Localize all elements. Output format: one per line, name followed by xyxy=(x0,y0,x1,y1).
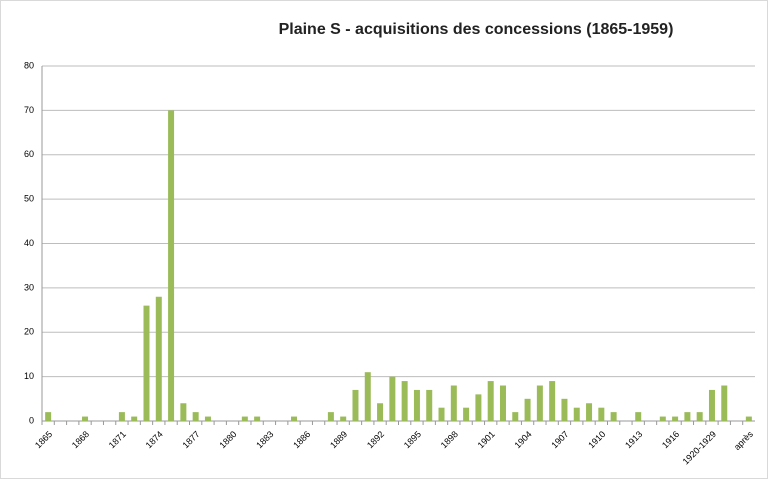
bar xyxy=(721,385,728,421)
bar xyxy=(610,412,617,421)
bar xyxy=(586,403,593,421)
bar xyxy=(118,412,125,421)
bar xyxy=(82,416,89,421)
bar xyxy=(180,403,187,421)
bar xyxy=(684,412,691,421)
bar xyxy=(549,381,556,421)
bar xyxy=(598,407,605,421)
bar xyxy=(524,398,531,421)
bar xyxy=(536,385,543,421)
bar xyxy=(377,403,384,421)
bar xyxy=(241,416,248,421)
bar xyxy=(352,389,359,421)
y-tick-label: 10 xyxy=(24,371,34,381)
bar xyxy=(192,412,199,421)
bar xyxy=(499,385,506,421)
bar xyxy=(463,407,470,421)
y-tick-label: 60 xyxy=(24,149,34,159)
bar xyxy=(155,296,162,421)
y-tick-label: 30 xyxy=(24,282,34,292)
bar xyxy=(389,376,396,421)
bar xyxy=(364,372,371,421)
y-tick-label: 70 xyxy=(24,105,34,115)
bar xyxy=(254,416,261,421)
y-tick-label: 80 xyxy=(24,60,34,70)
y-tick-label: 20 xyxy=(24,327,34,337)
bar xyxy=(204,416,211,421)
bar xyxy=(291,416,298,421)
bar xyxy=(512,412,519,421)
bar xyxy=(413,389,420,421)
bar xyxy=(143,305,150,421)
bar xyxy=(475,394,482,421)
bar xyxy=(672,416,679,421)
chart-title: Plaine S - acquisitions des concessions … xyxy=(279,21,674,38)
bar xyxy=(708,389,715,421)
y-tick-label: 50 xyxy=(24,194,34,204)
bar xyxy=(426,389,433,421)
bar xyxy=(438,407,445,421)
bar xyxy=(573,407,580,421)
bar xyxy=(696,412,703,421)
bar xyxy=(659,416,666,421)
bar xyxy=(401,381,408,421)
bar xyxy=(745,416,752,421)
bar xyxy=(327,412,334,421)
bar xyxy=(45,412,52,421)
bar xyxy=(487,381,494,421)
bar xyxy=(131,416,138,421)
bar xyxy=(635,412,642,421)
bar xyxy=(340,416,347,421)
bar xyxy=(561,398,568,421)
y-tick-label: 0 xyxy=(29,415,34,425)
y-tick-label: 40 xyxy=(24,238,34,248)
bar xyxy=(168,110,175,421)
bar xyxy=(450,385,457,421)
